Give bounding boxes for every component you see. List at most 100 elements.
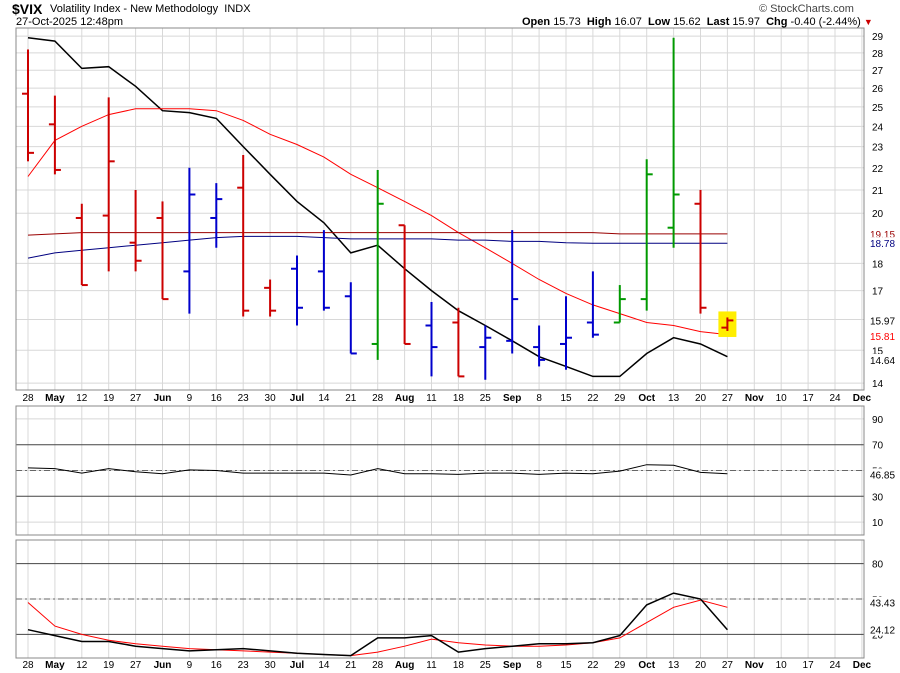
x-tick-label: 10: [776, 660, 788, 671]
value-label-indicator-1: 46.85: [870, 470, 895, 481]
description-text: Volatility Index - New Methodology: [50, 3, 219, 15]
y-tick-label: 90: [872, 415, 884, 426]
x-tick-label: 29: [614, 393, 626, 404]
y-tick-label: 24: [872, 122, 884, 133]
x-tick-label: 20: [695, 393, 707, 404]
low-value: 15.62: [673, 16, 701, 28]
x-tick-label: 24: [829, 393, 841, 404]
value-label-last-bg: [868, 314, 899, 327]
value-label-black-bg: [868, 353, 899, 366]
indicator-2-red-line: [27, 599, 728, 657]
x-tick-label: 18: [453, 660, 465, 671]
y-tick-label: 80: [872, 560, 884, 571]
x-tick-label: Oct: [638, 660, 655, 671]
x-tick-label: 10: [776, 393, 788, 404]
x-tick-label: 23: [238, 393, 250, 404]
ohlc-bar: [425, 301, 438, 377]
x-tick-label: 27: [722, 393, 734, 404]
ohlc-bar: [721, 317, 734, 331]
y-tick-label: 70: [872, 441, 884, 452]
ohlc-bar: [102, 97, 115, 272]
watermark: © StockCharts.com: [759, 3, 854, 15]
indicator-1-panel-frame: [15, 405, 865, 536]
x-tick-label: Jun: [154, 393, 172, 404]
high-value: 16.07: [614, 16, 642, 28]
x-tick-label: Jul: [290, 393, 305, 404]
x-tick-label: 29: [614, 660, 626, 671]
x-tick-label: 20: [695, 660, 707, 671]
ohlc-bar: [479, 325, 492, 380]
x-tick-label: May: [45, 393, 65, 404]
y-tick-label: 28: [872, 49, 884, 60]
ohlc-bar: [183, 167, 196, 314]
y-tick-label: 22: [872, 164, 884, 175]
high-label: High: [586, 16, 612, 28]
open-value: 15.73: [553, 16, 581, 28]
chart-date: 27-Oct-2025 12:48pm: [16, 16, 124, 28]
ohlc-bar: [22, 49, 34, 162]
ohlc-bar: [75, 203, 88, 287]
y-tick-label: 30: [872, 492, 884, 503]
x-tick-label: Sep: [503, 660, 521, 671]
x-tick-label: 19: [103, 660, 115, 671]
ohlc-bar: [640, 159, 653, 311]
x-tick-label: Jun: [154, 660, 172, 671]
y-tick-label: 14: [872, 379, 884, 390]
x-tick-label: 23: [238, 660, 250, 671]
value-label-red: 15.81: [870, 332, 895, 343]
x-tick-label: 19: [103, 393, 115, 404]
x-tick-label: 25: [480, 393, 492, 404]
ohlc-bar: [586, 271, 599, 338]
chg-label: Chg: [766, 16, 788, 28]
x-tick-label: May: [45, 660, 65, 671]
symbol: $VIX: [12, 1, 43, 17]
exchange: INDX: [224, 3, 251, 15]
x-tick-label: 22: [587, 393, 599, 404]
x-tick-label: 24: [829, 660, 841, 671]
x-tick-label: Sep: [503, 393, 521, 404]
value-label-indicator-2-black-bg: [868, 623, 899, 636]
x-tick-label: 28: [22, 393, 34, 404]
x-tick-label: 18: [453, 393, 465, 404]
x-tick-label: 12: [76, 393, 88, 404]
y-tick-label: 25: [872, 103, 884, 114]
x-tick-label: 13: [668, 393, 680, 404]
ohlc-bar: [667, 37, 680, 248]
last-value: 15.97: [732, 16, 760, 28]
x-tick-label: 25: [480, 660, 492, 671]
y-tick-label: 21: [872, 186, 884, 197]
x-tick-label: 15: [560, 393, 572, 404]
value-label-navy-bg: [868, 237, 899, 250]
x-tick-label: 27: [130, 393, 142, 404]
ohlc-bar: [317, 230, 330, 311]
ohlc-bar: [129, 189, 142, 272]
x-tick-label: 17: [803, 660, 815, 671]
down-arrow-icon: ▼: [863, 17, 873, 27]
ohlc-bar: [506, 230, 519, 354]
x-tick-label: 30: [265, 660, 277, 671]
description: Volatility Index - New Methodology INDX: [50, 3, 251, 15]
value-label-indicator-1-bg: [868, 468, 899, 481]
y-tick-label: 10: [872, 518, 884, 529]
ohlc-bar: [398, 224, 411, 345]
x-tick-label: Oct: [638, 393, 655, 404]
x-tick-label: Nov: [745, 393, 764, 404]
y-tick-label: 20: [872, 209, 884, 220]
ohlc-bar: [371, 169, 384, 360]
x-tick-label: 16: [211, 660, 223, 671]
ohlc-bar: [613, 285, 626, 324]
x-tick-label: 27: [130, 660, 142, 671]
x-tick-label: 8: [536, 660, 542, 671]
y-tick-label: 17: [872, 287, 884, 298]
x-tick-label: 14: [318, 393, 330, 404]
value-label-navy: 18.78: [870, 239, 895, 250]
value-label-black: 14.64: [870, 356, 895, 367]
x-tick-label: 12: [76, 660, 88, 671]
ohlc-readout: Open 15.73 High 16.07 Low 15.62 Last 15.…: [522, 16, 873, 28]
x-tick-label: 14: [318, 660, 330, 671]
y-tick-label: 18: [872, 259, 884, 270]
x-tick-label: 9: [187, 393, 193, 404]
x-tick-label: 28: [372, 660, 384, 671]
x-tick-label: Jul: [290, 660, 305, 671]
